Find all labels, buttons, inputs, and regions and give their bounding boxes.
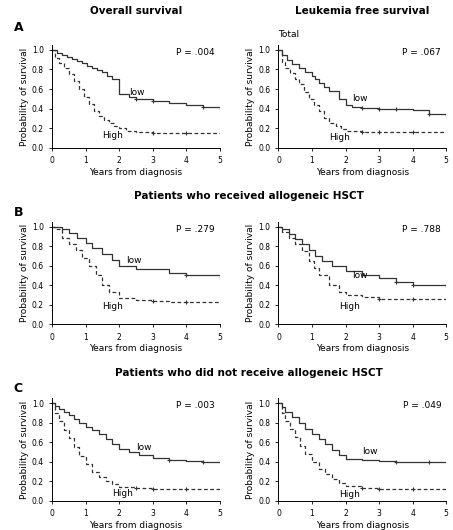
Text: B: B	[14, 206, 23, 219]
Text: P = .004: P = .004	[176, 48, 215, 57]
Text: low: low	[136, 443, 151, 452]
X-axis label: Years from diagnosis: Years from diagnosis	[316, 521, 409, 530]
Text: High: High	[102, 302, 123, 311]
Text: low: low	[129, 89, 145, 98]
Text: low: low	[126, 256, 141, 265]
Text: Leukemia free survival: Leukemia free survival	[295, 6, 429, 16]
Text: High: High	[102, 131, 123, 140]
Text: C: C	[14, 382, 23, 395]
Text: High: High	[329, 134, 350, 143]
X-axis label: Years from diagnosis: Years from diagnosis	[89, 344, 183, 354]
Text: Patients who did not receive allogeneic HSCT: Patients who did not receive allogeneic …	[115, 368, 383, 378]
Text: P = .067: P = .067	[402, 48, 441, 57]
Y-axis label: Probability of survival: Probability of survival	[20, 224, 29, 322]
Y-axis label: Probability of survival: Probability of survival	[246, 400, 255, 499]
X-axis label: Years from diagnosis: Years from diagnosis	[89, 521, 183, 530]
Text: High: High	[339, 302, 360, 311]
Text: P = .003: P = .003	[176, 401, 215, 410]
Text: P = .279: P = .279	[176, 225, 215, 234]
Text: P = .049: P = .049	[403, 401, 441, 410]
Text: low: low	[352, 271, 368, 280]
Text: A: A	[14, 21, 23, 34]
Y-axis label: Probability of survival: Probability of survival	[20, 400, 29, 499]
Text: Total: Total	[279, 30, 299, 39]
Y-axis label: Probability of survival: Probability of survival	[246, 224, 255, 322]
Text: P = .788: P = .788	[402, 225, 441, 234]
X-axis label: Years from diagnosis: Years from diagnosis	[89, 168, 183, 177]
X-axis label: Years from diagnosis: Years from diagnosis	[316, 168, 409, 177]
Text: low: low	[352, 94, 368, 103]
X-axis label: Years from diagnosis: Years from diagnosis	[316, 344, 409, 354]
Y-axis label: Probability of survival: Probability of survival	[246, 47, 255, 146]
Text: High: High	[339, 490, 360, 499]
Text: Overall survival: Overall survival	[90, 6, 182, 16]
Text: low: low	[362, 447, 378, 456]
Y-axis label: Probability of survival: Probability of survival	[20, 47, 29, 146]
Text: Patients who received allogeneic HSCT: Patients who received allogeneic HSCT	[134, 191, 364, 201]
Text: High: High	[112, 489, 133, 498]
